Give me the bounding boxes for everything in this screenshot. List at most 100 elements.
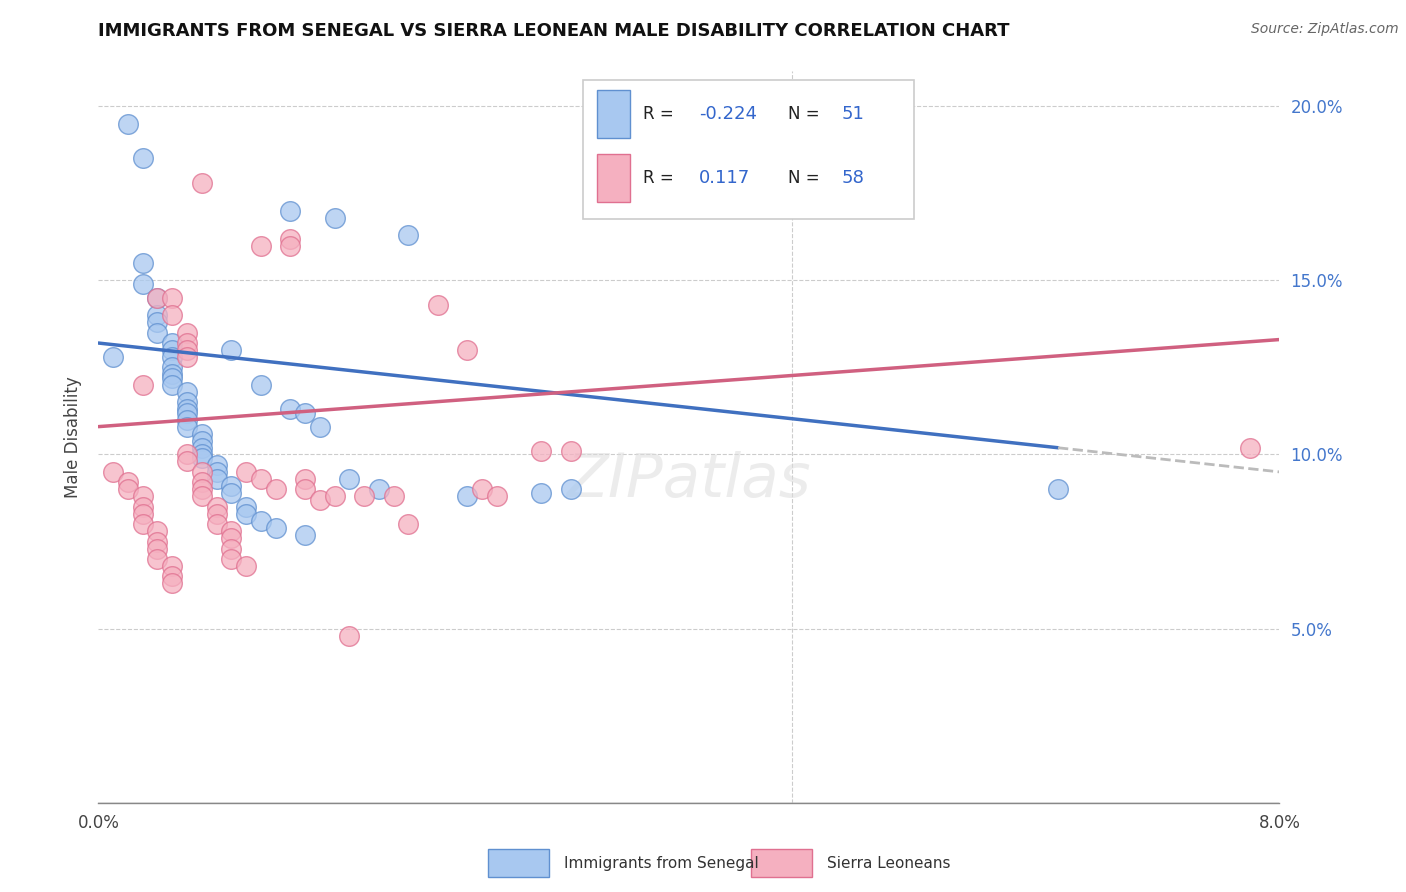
Point [146,291,169,305]
Point [176,406,198,420]
Point [117,117,139,131]
Point [485,489,508,503]
Point [337,629,360,643]
Point [146,308,169,322]
Point [162,576,183,591]
Point [560,483,582,497]
Point [132,377,155,392]
Point [235,558,257,573]
FancyBboxPatch shape [596,90,630,138]
Text: Immigrants from Senegal: Immigrants from Senegal [564,855,759,871]
Text: N =: N = [789,105,820,123]
Point [117,475,139,490]
Point [353,489,375,503]
Text: R =: R = [643,169,673,186]
Point [191,448,214,462]
Point [235,507,257,521]
FancyBboxPatch shape [488,849,548,877]
Point [560,444,582,458]
Point [191,434,214,448]
Point [191,450,214,465]
Point [219,541,242,556]
Point [132,152,155,166]
Point [176,402,198,417]
Point [176,412,198,426]
Point [117,483,139,497]
Point [146,524,169,538]
Point [219,479,242,493]
Point [132,256,155,270]
Point [191,176,214,190]
Point [191,465,214,479]
Point [471,483,494,497]
Text: IMMIGRANTS FROM SENEGAL VS SIERRA LEONEAN MALE DISABILITY CORRELATION CHART: IMMIGRANTS FROM SENEGAL VS SIERRA LEONEA… [98,22,1010,40]
Text: 51: 51 [841,105,865,123]
FancyBboxPatch shape [596,153,630,202]
Point [132,277,155,291]
Point [162,569,183,583]
Point [132,517,155,532]
Point [176,336,198,351]
Point [205,458,228,472]
Point [205,500,228,514]
Point [162,308,183,322]
Point [205,507,228,521]
Point [219,531,242,545]
Point [146,326,169,340]
Point [294,472,316,486]
Point [162,350,183,364]
Point [264,483,287,497]
Point [146,552,169,566]
Point [162,558,183,573]
Point [219,552,242,566]
Point [235,500,257,514]
Point [162,343,183,357]
Y-axis label: Male Disability: Male Disability [63,376,82,498]
Point [250,514,273,528]
Point [1239,441,1261,455]
Point [426,298,449,312]
Point [191,441,214,455]
Point [162,371,183,385]
Point [219,485,242,500]
Point [337,472,360,486]
Point [132,500,155,514]
Point [308,419,332,434]
Point [367,483,389,497]
Point [176,384,198,399]
Point [176,395,198,409]
Point [294,527,316,541]
Point [530,444,553,458]
Text: 58: 58 [841,169,865,186]
Point [219,524,242,538]
Point [205,517,228,532]
Point [456,489,478,503]
Point [146,541,169,556]
Point [162,336,183,351]
Point [176,419,198,434]
Point [176,454,198,468]
Point [396,228,419,243]
Point [264,521,287,535]
Point [176,448,198,462]
Text: Source: ZipAtlas.com: Source: ZipAtlas.com [1251,22,1399,37]
Point [250,377,273,392]
Point [191,426,214,441]
Point [162,377,183,392]
Point [103,465,125,479]
Text: 0.117: 0.117 [699,169,751,186]
Point [456,343,478,357]
Point [176,326,198,340]
Point [176,350,198,364]
Point [205,465,228,479]
Point [162,368,183,382]
Point [250,238,273,252]
Point [323,489,346,503]
Point [294,483,316,497]
Point [278,238,302,252]
Text: ZIPatlas: ZIPatlas [567,451,811,510]
Point [235,465,257,479]
Point [146,291,169,305]
Point [323,211,346,225]
Point [162,291,183,305]
